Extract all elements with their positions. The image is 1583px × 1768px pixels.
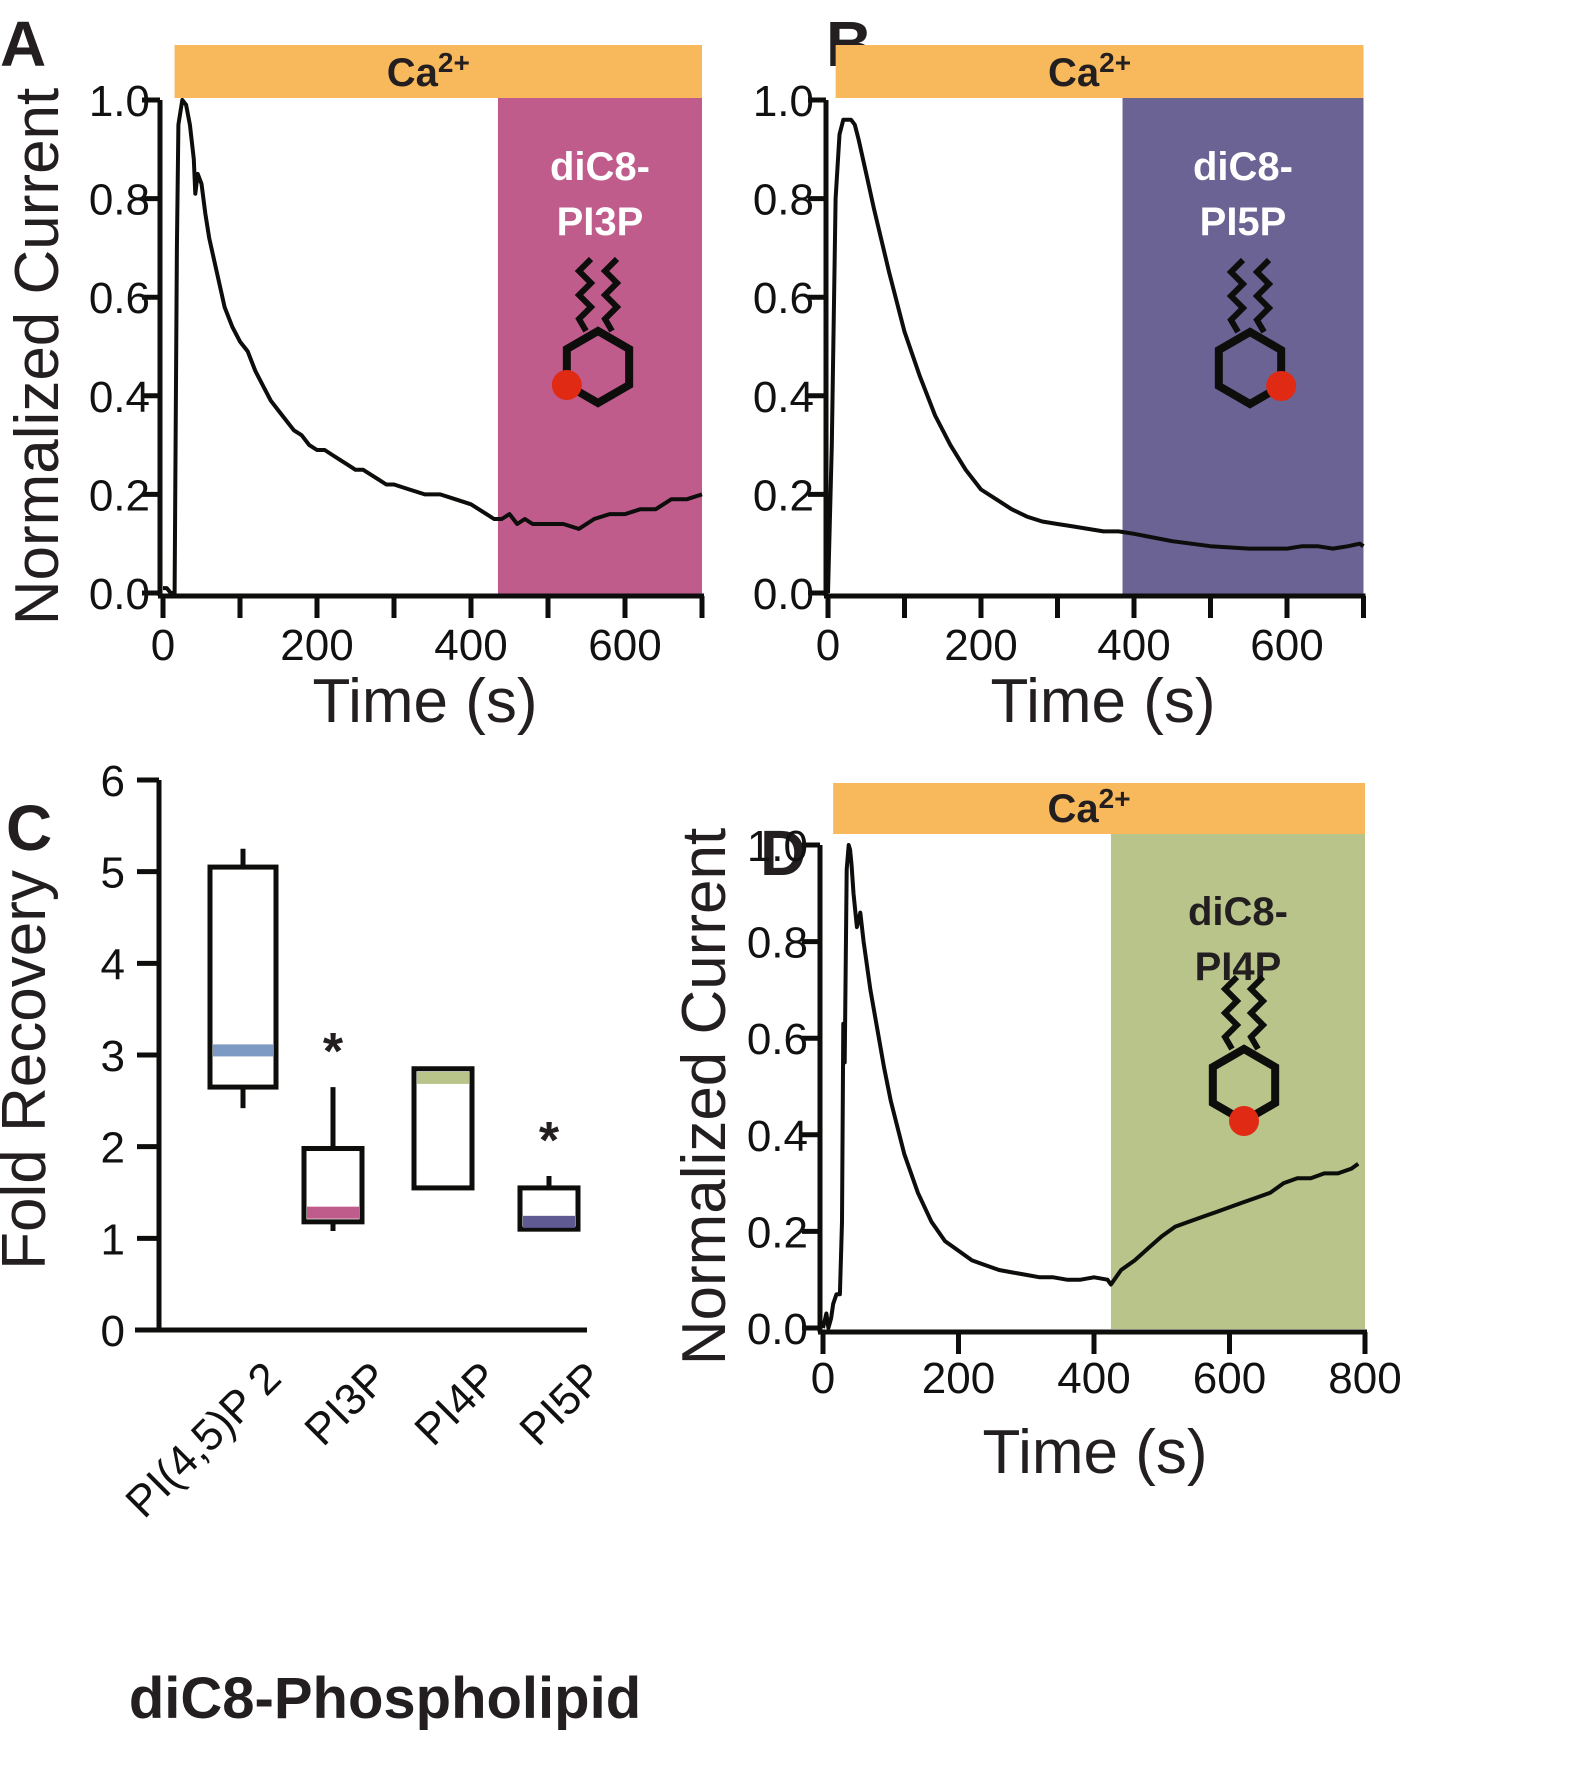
category-label: PI5P — [510, 1353, 612, 1455]
region-label-line1: diC8- — [1193, 145, 1293, 189]
median-line — [307, 1206, 359, 1219]
y-axis-label: Fold Recovery — [0, 870, 59, 1270]
y-tick-label: 0 — [101, 1307, 125, 1356]
x-tick-label: 400 — [1057, 1354, 1130, 1403]
current-trace-line — [826, 117, 1365, 594]
x-tick-label: 800 — [1328, 1354, 1401, 1403]
y-tick-label: 0.8 — [747, 919, 808, 968]
box-pi4p — [411, 1066, 475, 1191]
y-tick-label: 1.0 — [89, 77, 150, 126]
y-tick-label: 3 — [101, 1032, 125, 1081]
category-label: PI4P — [405, 1353, 507, 1455]
region-label-line1: diC8- — [550, 145, 650, 189]
y-tick-label: 0.4 — [89, 373, 150, 422]
y-tick-label: 5 — [101, 849, 125, 898]
x-tick-label: 0 — [811, 1354, 835, 1403]
panel-d-trace-chart: Ca2+ diC8- PI4P 0.0 0.2 0.4 0.6 0.8 1.0 0 200 400 60… — [670, 783, 1402, 1487]
x-tick-label: 200 — [280, 621, 353, 670]
calcium-bar — [174, 45, 703, 98]
phosphate-dot-icon — [551, 370, 582, 400]
y-tick-label: 0.6 — [89, 274, 150, 323]
calcium-bar-label: Ca2+ — [1048, 783, 1131, 831]
inositol-ring-icon — [562, 326, 634, 408]
y-tick-label: 2 — [101, 1124, 125, 1173]
region-label-line2: PI5P — [1200, 200, 1287, 244]
calcium-bar-label: Ca2+ — [387, 47, 470, 95]
y-tick-label: 0.2 — [747, 1208, 808, 1257]
significance-asterisk: * — [539, 1112, 560, 1170]
region-label-line2: PI3P — [557, 200, 644, 244]
y-tick-label: 0.6 — [747, 1015, 808, 1064]
acyl-chain-icon — [1226, 257, 1248, 334]
panel-letter-d: D — [760, 817, 806, 889]
x-tick-label: 400 — [1097, 621, 1170, 670]
x-tick-label: 400 — [434, 621, 507, 670]
y-tick-label: 0.6 — [753, 274, 814, 323]
y-tick-label: 0.4 — [747, 1112, 808, 1161]
current-trace-line — [821, 843, 1360, 1330]
x-axis-label: Time (s) — [983, 1418, 1208, 1487]
y-tick-label: 0.0 — [89, 570, 150, 619]
x-tick-label: 200 — [944, 621, 1017, 670]
y-tick-label: 6 — [101, 757, 125, 806]
panel-letter-c: C — [6, 792, 52, 864]
region-label-line2: PI4P — [1195, 945, 1282, 989]
phosphate-dot-icon — [1266, 371, 1297, 401]
category-label: PI3P — [295, 1353, 397, 1455]
x-tick-label: 0 — [151, 621, 175, 670]
y-tick-label: 0.4 — [753, 373, 814, 422]
acyl-chain-icon — [1220, 974, 1242, 1051]
median-line — [213, 1044, 273, 1057]
calcium-bar — [835, 45, 1364, 98]
x-axis-label: diC8-Phospholipid — [129, 1666, 641, 1731]
calcium-bar-label: Ca2+ — [1048, 47, 1131, 95]
lipid-application-region — [1110, 834, 1365, 1329]
acyl-chain-icon — [574, 256, 596, 333]
panel-letter-a: A — [0, 8, 46, 80]
y-tick-label: 0.2 — [89, 471, 150, 520]
y-tick-label: 0.2 — [753, 471, 814, 520]
y-tick-label: 0.0 — [753, 570, 814, 619]
x-tick-label: 600 — [1250, 621, 1323, 670]
panel-c-box-chart: 0 1 2 3 4 5 6 Fold Recovery * * PI(4,5)P 2 PI3P PI4P… — [0, 757, 641, 1731]
y-tick-label: 4 — [101, 940, 125, 989]
lipid-application-region — [497, 98, 702, 594]
median-line — [523, 1215, 575, 1228]
acyl-chain-icon — [1252, 257, 1274, 334]
region-label-line1: diC8- — [1188, 890, 1288, 934]
significance-asterisk: * — [323, 1023, 344, 1081]
x-tick-label: 0 — [816, 621, 840, 670]
x-tick-label: 600 — [588, 621, 661, 670]
y-tick-label: 0.0 — [747, 1305, 808, 1354]
calcium-bar — [833, 783, 1365, 834]
y-tick-label: 1 — [101, 1215, 125, 1264]
inositol-ring-icon — [1214, 327, 1286, 409]
y-axis-label: Normalized Current — [3, 88, 72, 626]
panel-a-trace-chart: Ca2+ diC8- PI3P 0.0 0.2 0.4 0.6 0.8 1.0 0 200 400 60… — [3, 45, 705, 736]
y-tick-label: 0.8 — [753, 176, 814, 225]
phosphate-dot-icon — [1229, 1106, 1259, 1136]
acyl-chain-icon — [600, 256, 622, 333]
median-line — [417, 1071, 469, 1084]
y-tick-label: 1.0 — [747, 822, 808, 871]
x-axis-label: Time (s) — [991, 667, 1216, 736]
panel-b-trace-chart: Ca2+ diC8- PI5P 0.0 0.2 0.4 0.6 0.8 1.0 0 200 400 60… — [753, 45, 1366, 736]
x-tick-label: 600 — [1193, 1354, 1266, 1403]
lipid-application-region — [1122, 98, 1364, 594]
y-tick-label: 1.0 — [753, 77, 814, 126]
y-axis-label: Normalized Current — [670, 828, 739, 1366]
x-axis-label: Time (s) — [313, 667, 538, 736]
y-tick-label: 0.8 — [89, 176, 150, 225]
x-tick-label: 200 — [922, 1354, 995, 1403]
current-trace-line — [163, 98, 703, 595]
acyl-chain-icon — [1246, 974, 1268, 1051]
category-label: PI(4,5)P 2 — [116, 1353, 290, 1527]
